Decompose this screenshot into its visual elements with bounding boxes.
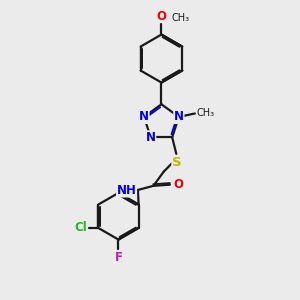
Text: F: F	[115, 251, 122, 264]
Text: N: N	[139, 110, 149, 123]
Text: S: S	[172, 156, 182, 169]
Text: O: O	[173, 178, 183, 191]
Text: CH₃: CH₃	[172, 13, 190, 23]
Text: CH₃: CH₃	[197, 109, 215, 118]
Text: O: O	[156, 10, 167, 23]
Text: Cl: Cl	[74, 221, 87, 234]
Text: N: N	[146, 131, 156, 144]
Text: N: N	[174, 110, 184, 123]
Text: NH: NH	[117, 184, 136, 197]
